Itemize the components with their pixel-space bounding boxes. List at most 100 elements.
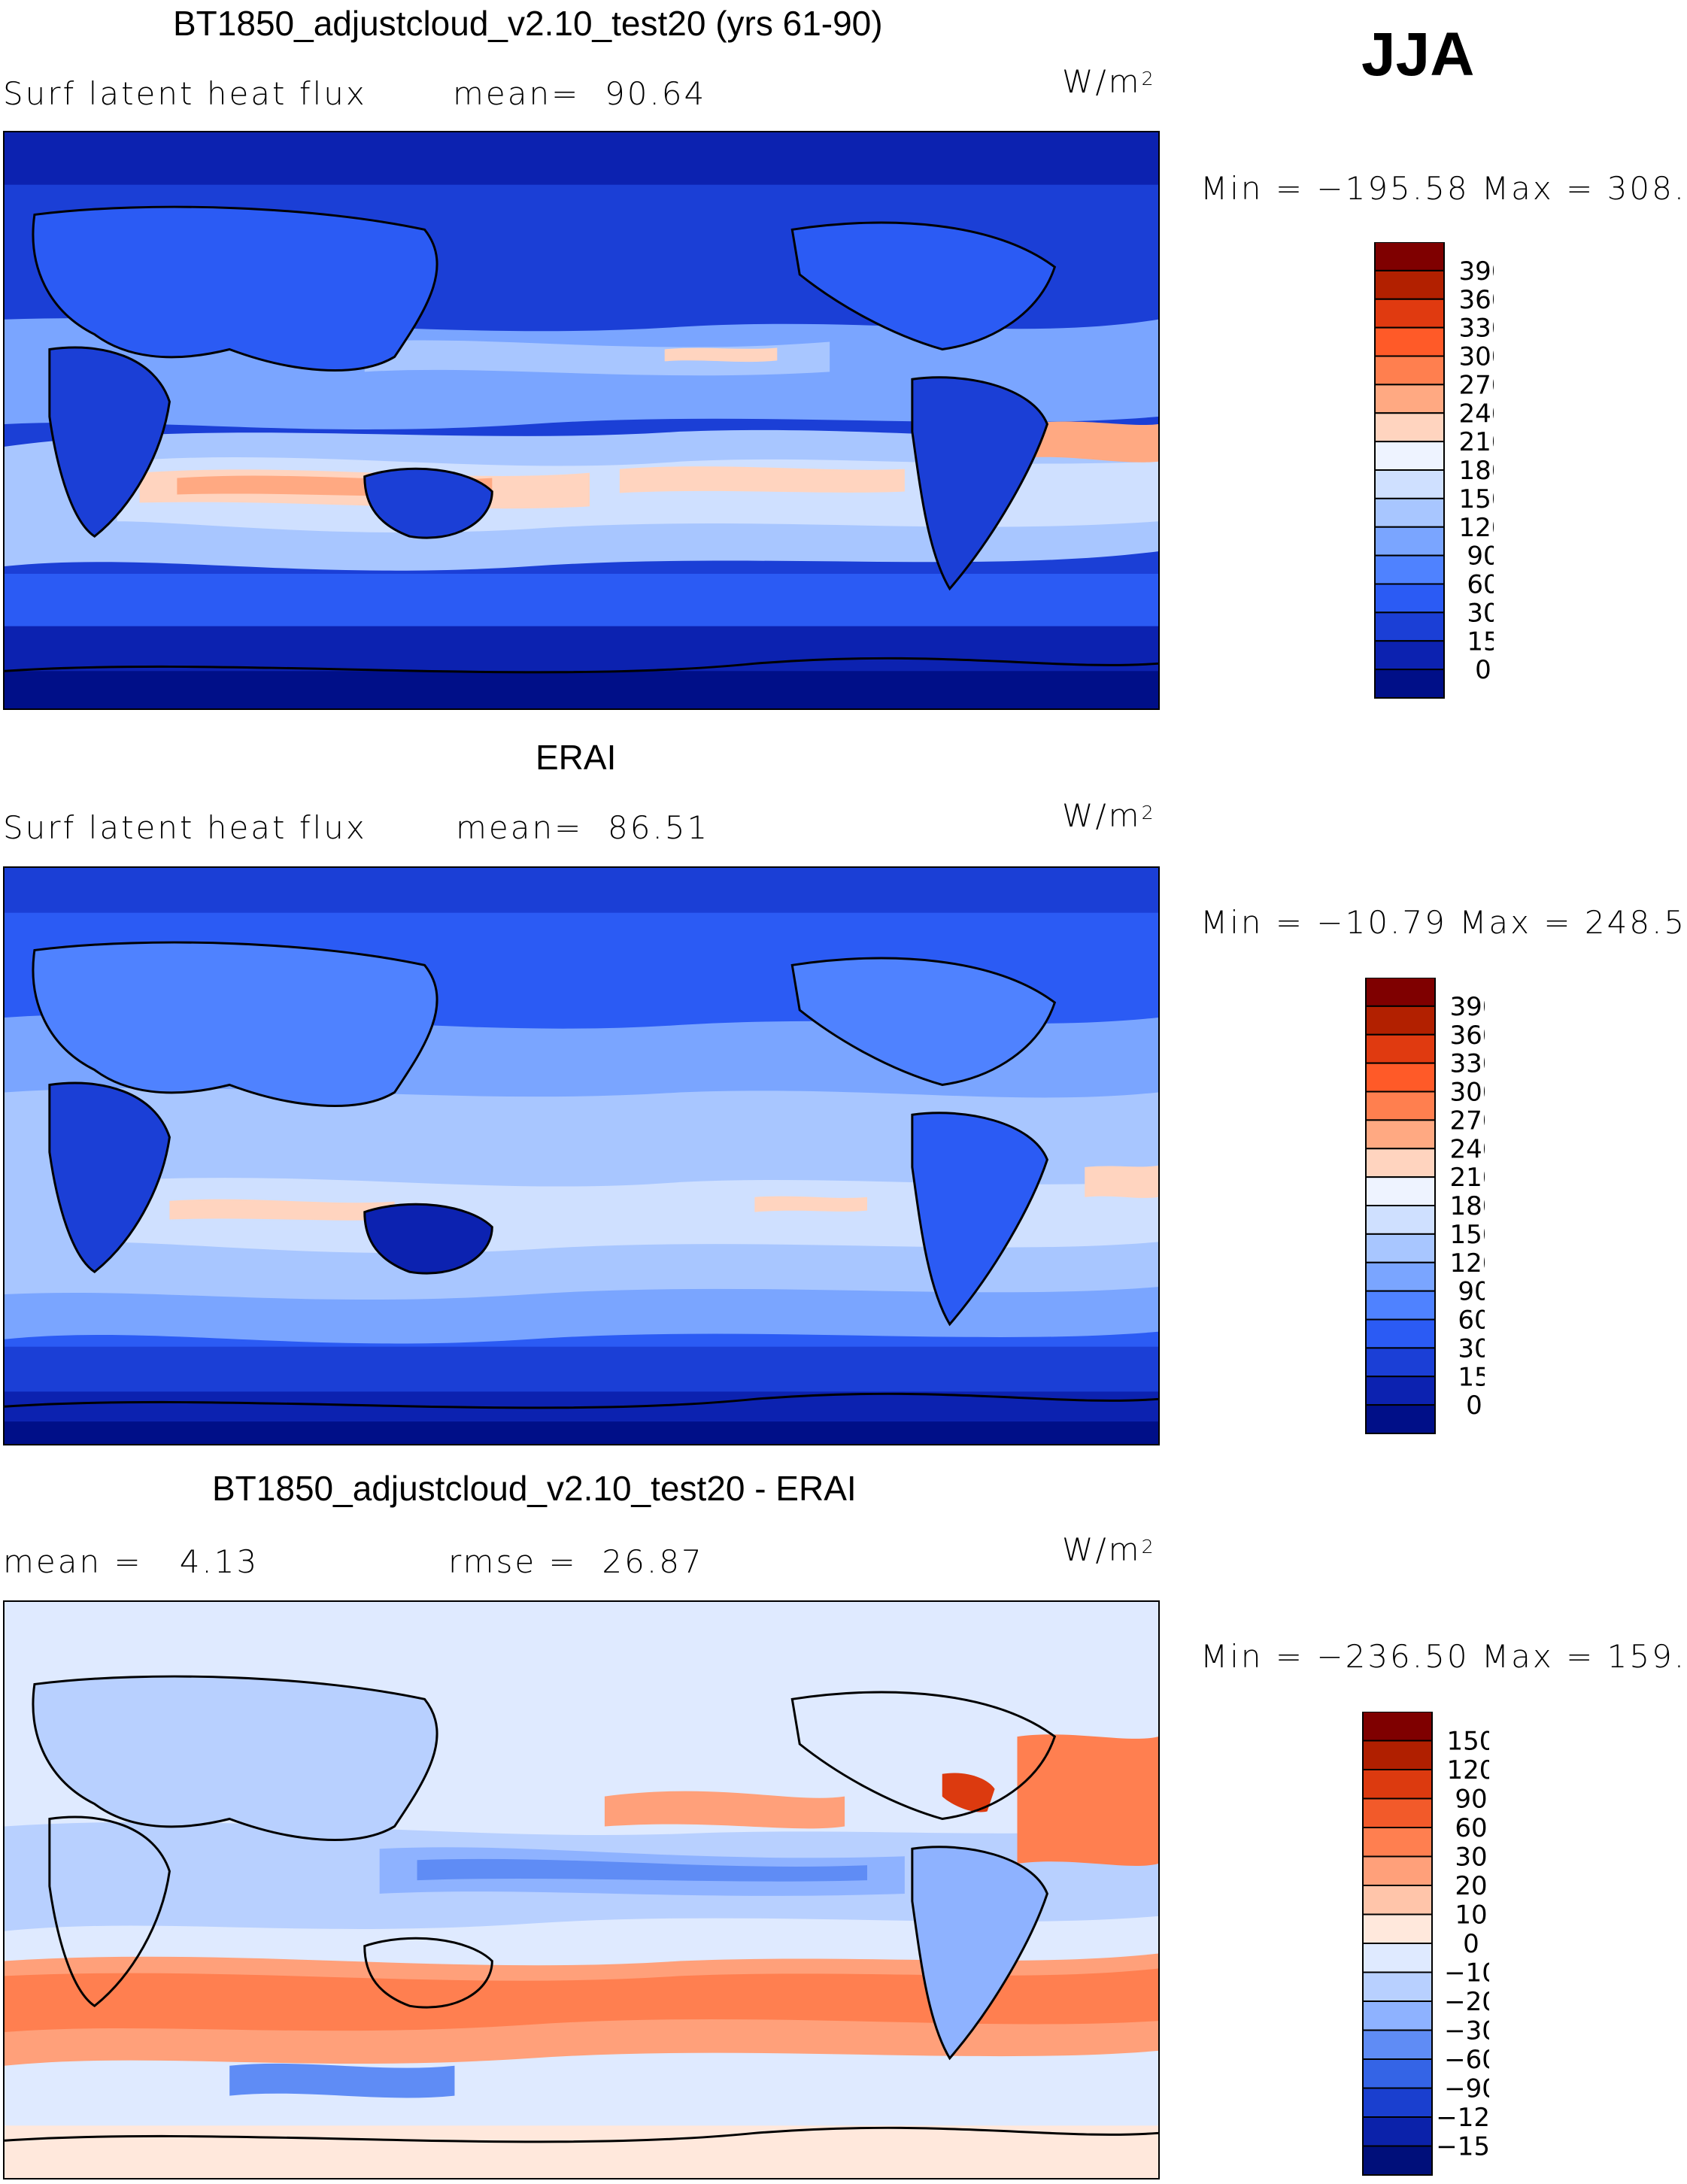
colorbar-swatch: [1374, 269, 1445, 300]
minmax-label-diff: Min = −236.50 Max = 159.20: [1200, 1638, 1687, 1675]
minmax-label-obs: Min = −10.79 Max = 248.56: [1200, 904, 1687, 941]
colorbar-tick-label: 360: [1450, 1021, 1485, 1051]
colorbar-tick-label: 330: [1450, 1049, 1485, 1079]
colorbar-tick-label: 30: [1467, 598, 1494, 628]
colorbar-tick-label: 360: [1459, 285, 1494, 315]
colorbar-tick-label: −120: [1436, 2103, 1489, 2133]
minmax-label-model: Min = −195.58 Max = 308.84: [1200, 170, 1687, 207]
panel-title-model: BT1850_adjustcloud_v2.10_test20 (yrs 61-…: [173, 4, 883, 43]
colorbar-swatch: [1365, 1005, 1436, 1036]
colorbar-tick-label: 10: [1455, 1900, 1487, 1931]
colorbar-swatch: [1374, 384, 1445, 414]
map-diff: [3, 1600, 1160, 2179]
units-label-obs: W/m2: [1062, 797, 1156, 834]
colorbar-swatch: [1362, 2116, 1433, 2147]
colorbar-tick-label: 90: [1467, 541, 1494, 572]
colorbar-tick-label: 0: [1463, 1929, 1479, 1959]
colorbar-obs: 390360330300270240210180150120906030150: [1364, 978, 1485, 1436]
colorbar-tick-label: 60: [1467, 570, 1494, 600]
colorbar-swatch: [1362, 1740, 1433, 1770]
colorbar-swatch: [1365, 1090, 1436, 1121]
colorbar-swatch: [1362, 1885, 1433, 1916]
colorbar-tick-label: 240: [1459, 399, 1494, 429]
colorbar-swatch: [1365, 1119, 1436, 1150]
map-obs: [3, 866, 1160, 1445]
colorbar-swatch: [1374, 583, 1445, 614]
colorbar-tick-label: −60: [1444, 2045, 1489, 2075]
colorbar-swatch: [1365, 1261, 1436, 1292]
colorbar-tick-label: 210: [1450, 1163, 1485, 1193]
colorbar-swatch: [1365, 1347, 1436, 1378]
mean-label-model: mean= 90.64: [453, 75, 707, 112]
colorbar-tick-label: 90: [1455, 1785, 1487, 1815]
colorbar-tick-label: 300: [1459, 342, 1494, 372]
colorbar-swatch: [1374, 497, 1445, 528]
colorbar-tick-label: 270: [1450, 1106, 1485, 1136]
colorbar-tick-label: 120: [1450, 1248, 1485, 1279]
colorbar-tick-label: 30: [1455, 1843, 1487, 1873]
colorbar-tick-label: 15: [1458, 1362, 1485, 1392]
field-label-obs: Surf latent heat flux: [3, 809, 367, 846]
mean-label-obs: mean= 86.51: [456, 809, 710, 846]
colorbar-swatch: [1374, 412, 1445, 443]
colorbar-tick-label: 180: [1450, 1191, 1485, 1221]
colorbar-tick-label: 15: [1467, 626, 1494, 657]
colorbar-tick-label: 120: [1459, 513, 1494, 543]
colorbar-swatch: [1374, 640, 1445, 671]
colorbar-swatch: [1365, 1176, 1436, 1206]
panel-title-diff: BT1850_adjustcloud_v2.10_test20 - ERAI: [212, 1469, 857, 1508]
colorbar-tick-label: 240: [1450, 1134, 1485, 1164]
panel-title-obs: ERAI: [536, 738, 617, 777]
colorbar-tick-label: 60: [1458, 1306, 1485, 1336]
colorbar-obs-svg: 390360330300270240210180150120906030150: [1365, 978, 1485, 1434]
colorbar-tick-label: 270: [1459, 370, 1494, 400]
colorbar-swatch: [1362, 1971, 1433, 2002]
colorbar-swatch: [1374, 326, 1445, 357]
colorbar-tick-label: −20: [1444, 1987, 1489, 2017]
colorbar-tick-label: −30: [1444, 2016, 1489, 2046]
units-label-model: W/m2: [1062, 63, 1156, 100]
colorbar-swatch: [1362, 1827, 1433, 1858]
map-diff-field: [5, 1602, 1158, 2178]
diff-mean-label: mean = 4.13: [3, 1543, 259, 1580]
colorbar-swatch: [1374, 526, 1445, 557]
colorbar-swatch: [1362, 1913, 1433, 1944]
colorbar-tick-label: 150: [1459, 484, 1494, 514]
colorbar-tick-label: 30: [1458, 1333, 1485, 1363]
colorbar-swatch: [1374, 441, 1445, 471]
colorbar-swatch: [1362, 1943, 1433, 1973]
colorbar-swatch: [1374, 469, 1445, 499]
map-obs-field: [5, 868, 1158, 1444]
colorbar-tick-label: 0: [1475, 655, 1491, 685]
colorbar-tick-label: −150: [1436, 2132, 1489, 2162]
colorbar-tick-label: −10: [1444, 1958, 1489, 1988]
colorbar-tick-label: 20: [1455, 1871, 1487, 1901]
colorbar-swatch: [1365, 1376, 1436, 1406]
field-label-model: Surf latent heat flux: [3, 75, 367, 112]
colorbar-swatch: [1365, 1062, 1436, 1093]
colorbar-swatch: [1365, 1404, 1436, 1434]
map-model-field: [5, 132, 1158, 708]
colorbar-swatch: [1365, 1033, 1436, 1064]
colorbar-tick-label: 60: [1455, 1813, 1487, 1843]
colorbar-tick-label: 90: [1458, 1277, 1485, 1307]
colorbar-swatch: [1362, 1855, 1433, 1886]
colorbar-swatch: [1374, 242, 1445, 271]
colorbar-tick-label: 390: [1450, 992, 1485, 1022]
colorbar-tick-label: 150: [1447, 1727, 1489, 1757]
colorbar-tick-label: 390: [1459, 256, 1494, 287]
colorbar-swatch: [1365, 1233, 1436, 1263]
units-label-diff: W/m2: [1062, 1531, 1156, 1568]
colorbar-model-svg: 390360330300270240210180150120906030150: [1374, 242, 1494, 699]
colorbar-tick-label: 150: [1450, 1220, 1485, 1250]
colorbar-swatch: [1374, 298, 1445, 329]
colorbar-swatch: [1374, 355, 1445, 386]
colorbar-swatch: [1362, 2000, 1433, 2031]
colorbar-swatch: [1362, 1797, 1433, 1828]
map-model: [3, 131, 1160, 710]
colorbar-swatch: [1362, 2029, 1433, 2060]
colorbar-swatch: [1362, 1769, 1433, 1800]
colorbar-model: 390360330300270240210180150120906030150: [1373, 242, 1494, 701]
